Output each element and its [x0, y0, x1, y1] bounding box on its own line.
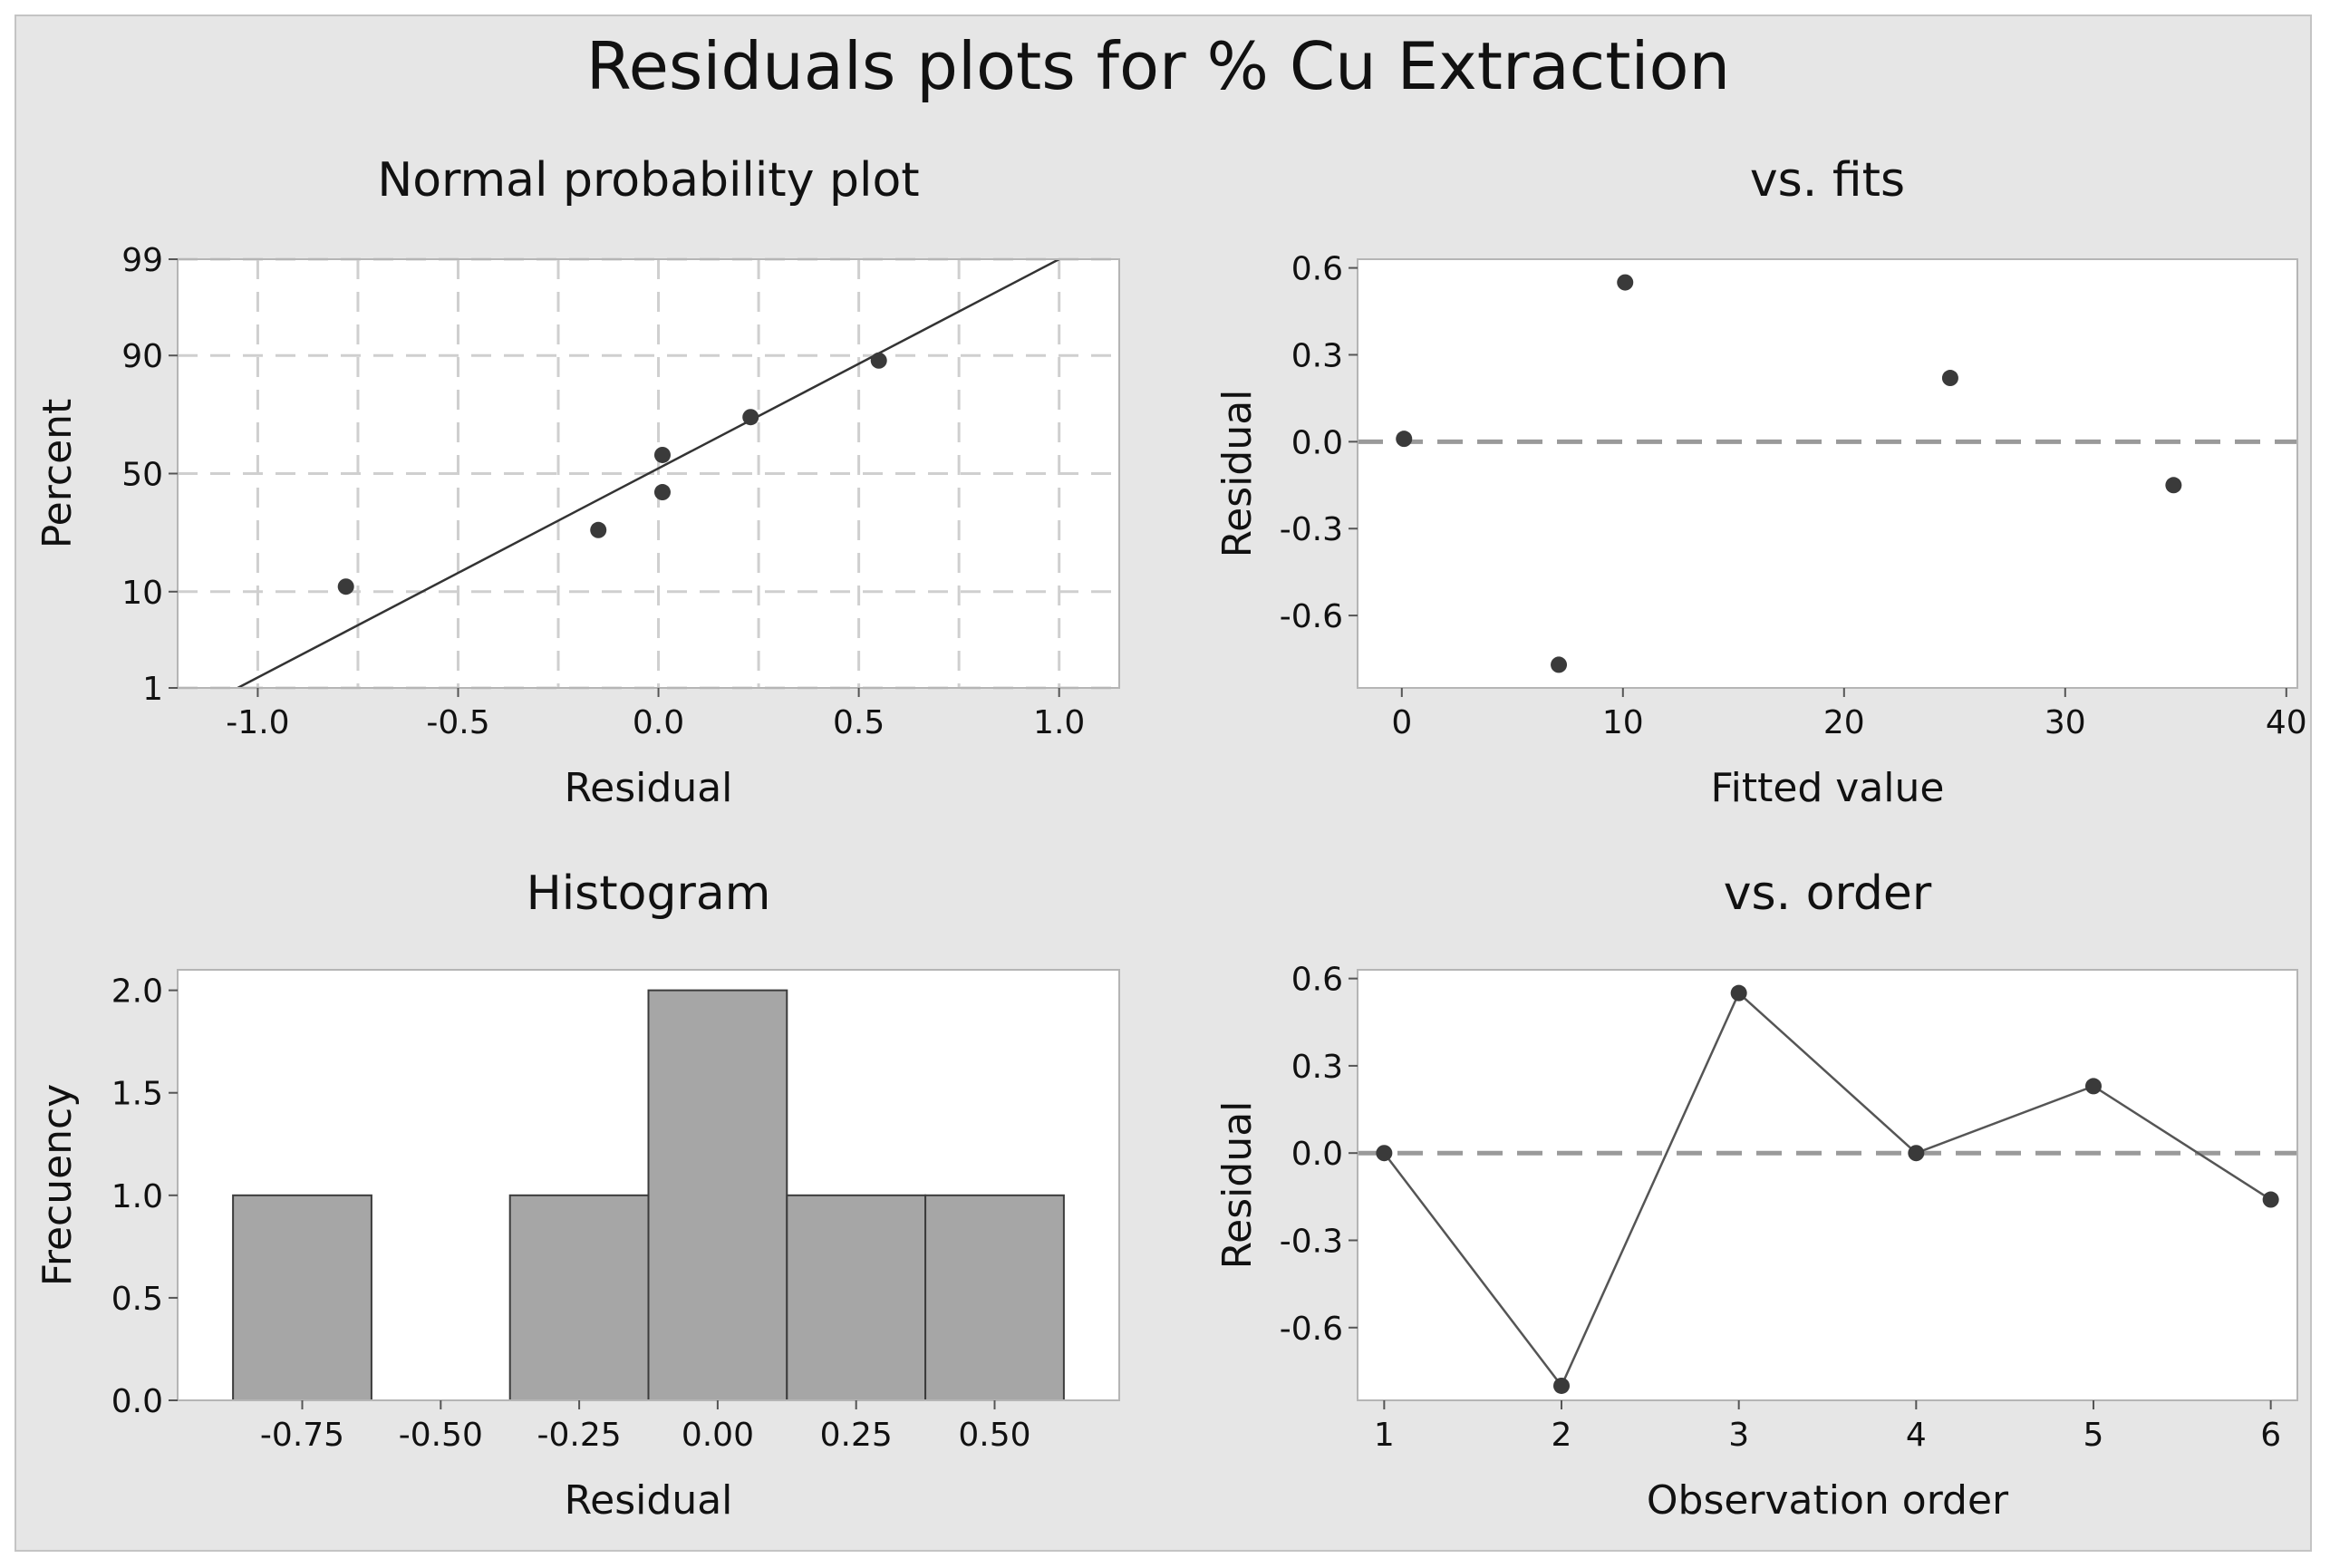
data-point	[653, 446, 671, 463]
x-tick-label: 20	[1823, 704, 1865, 741]
plot-marks	[1376, 984, 2279, 1394]
plot-frame	[177, 969, 1120, 1401]
y-tick-label: -0.3	[1280, 511, 1343, 548]
x-axis-label: Residual	[565, 1477, 733, 1524]
y-tick-label: 0.6	[1291, 251, 1343, 288]
figure-panel: Residuals plots for % Cu Extraction Norma…	[15, 15, 2312, 1552]
x-tick-label: 4	[1906, 1417, 1927, 1454]
x-axis-label: Residual	[565, 765, 733, 811]
y-tick-label: 0.0	[1291, 1136, 1343, 1173]
chart-title: vs. fits	[1750, 153, 1905, 208]
plot-frame	[1357, 969, 2298, 1401]
data-point	[1553, 1377, 1571, 1394]
x-tick-label: 0.50	[958, 1417, 1030, 1454]
y-tick-label: 2.0	[111, 973, 163, 1011]
chart-title: Normal probability plot	[377, 153, 919, 208]
data-point	[1551, 656, 1568, 673]
x-tick-label: 1	[1374, 1417, 1395, 1454]
data-point	[653, 484, 671, 501]
y-axis-label: Frecuency	[34, 1084, 81, 1287]
plot-frame	[1357, 258, 2298, 689]
x-tick-label: 1.0	[1033, 704, 1085, 741]
figure-title: Residuals plots for % Cu Extraction	[586, 28, 1730, 104]
plot-marks	[232, 989, 1065, 1400]
histogram-bar	[647, 989, 788, 1400]
x-tick-label: 5	[2083, 1417, 2104, 1454]
plot-area	[1358, 970, 2297, 1400]
plot-marks	[1396, 274, 2182, 673]
x-tick-label: 10	[1602, 704, 1644, 741]
y-tick-label: 10	[121, 575, 163, 612]
x-tick-label: 2	[1552, 1417, 1572, 1454]
x-tick-label: 0	[1391, 704, 1412, 741]
histogram-bar	[786, 1194, 927, 1400]
data-point	[742, 409, 759, 426]
x-axis-label: Observation order	[1647, 1477, 2009, 1524]
x-tick-label: -0.5	[426, 704, 489, 741]
plot-marks	[237, 259, 1060, 688]
y-axis-label: Percent	[34, 399, 81, 549]
x-tick-label: 30	[2045, 704, 2086, 741]
y-tick-label: 0.0	[1291, 424, 1343, 461]
histogram-bar	[232, 1194, 372, 1400]
chart-order: vs. order 1 2 3 4 5 6 0.6 0.3 0.0 -0.3 -0.6 Observat…	[1214, 866, 2298, 1524]
y-tick-label: 0.0	[111, 1383, 163, 1420]
y-tick-label: 0.6	[1291, 962, 1343, 999]
y-tick-label: 50	[121, 457, 163, 494]
x-tick-label: 0.5	[833, 704, 885, 741]
chart-title: Histogram	[527, 866, 771, 921]
data-point	[1730, 984, 1747, 1002]
x-tick-label: -0.25	[537, 1417, 622, 1454]
data-point	[1396, 431, 1413, 448]
x-axis-label: Fitted value	[1710, 765, 1944, 811]
x-tick-label: -0.50	[399, 1417, 483, 1454]
y-axis-label: Residual	[1214, 390, 1261, 558]
x-tick-label: 40	[2266, 704, 2307, 741]
figure-canvas: Residuals plots for % Cu Extraction Norma…	[34, 28, 2307, 1524]
data-point	[2084, 1078, 2102, 1095]
y-tick-label: -0.6	[1280, 598, 1343, 635]
x-tick-label: 0.00	[682, 1417, 754, 1454]
x-tick-label: -1.0	[226, 704, 289, 741]
data-point	[870, 352, 887, 369]
y-tick-label: 0.3	[1291, 1049, 1343, 1086]
plot-area	[1358, 259, 2297, 688]
data-point	[337, 578, 354, 595]
chart-histogram: Histogram -0.75 -0.50 -0.25 0.00 0.25 0.50 0.0 0…	[34, 866, 1120, 1524]
fit-line	[237, 259, 1060, 688]
data-point	[1617, 274, 1634, 291]
x-tick-label: 0.0	[633, 704, 684, 741]
data-point	[1376, 1145, 1393, 1162]
x-tick-label: -0.75	[260, 1417, 344, 1454]
chart-fits: vs. fits 0 10 20 30 40 0.6 0.3 0.0 -0.3 -0.6 Fitted…	[1214, 153, 2307, 811]
y-tick-label: 1	[142, 671, 163, 708]
histogram-bar	[924, 1194, 1065, 1400]
chart-title: vs. order	[1724, 866, 1932, 921]
y-axis-label: Residual	[1214, 1101, 1261, 1270]
x-tick-label: 6	[2260, 1417, 2281, 1454]
data-point	[1941, 370, 1958, 387]
data-point	[1908, 1145, 1925, 1162]
y-tick-label: 0.5	[111, 1281, 163, 1318]
y-tick-label: 99	[121, 242, 163, 279]
y-tick-label: -0.6	[1280, 1311, 1343, 1348]
data-point	[2165, 477, 2182, 494]
x-tick-label: 0.25	[820, 1417, 893, 1454]
data-point	[590, 521, 607, 538]
series-line	[1383, 991, 2272, 1389]
y-tick-label: 0.3	[1291, 337, 1343, 374]
chart-normal: Normal probability plot -1.0 -0.5 0.0 0.5 1.0…	[34, 153, 1120, 811]
x-tick-label: 3	[1728, 1417, 1749, 1454]
y-tick-label: 1.0	[111, 1178, 163, 1215]
histogram-bar	[508, 1194, 650, 1400]
y-tick-label: 90	[121, 338, 163, 375]
data-point	[2262, 1191, 2279, 1208]
y-tick-label: 1.5	[111, 1076, 163, 1113]
y-tick-label: -0.3	[1280, 1223, 1343, 1260]
